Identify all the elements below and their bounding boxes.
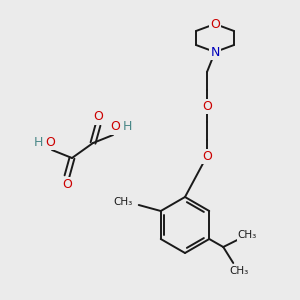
Text: CH₃: CH₃ — [113, 197, 133, 207]
Text: O: O — [202, 100, 212, 112]
Text: O: O — [210, 17, 220, 31]
Text: CH₃: CH₃ — [230, 266, 249, 276]
Text: H: H — [33, 136, 43, 148]
Text: O: O — [45, 136, 55, 148]
Text: CH₃: CH₃ — [238, 230, 257, 240]
Text: H: H — [122, 121, 132, 134]
Text: O: O — [202, 149, 212, 163]
Text: O: O — [62, 178, 72, 190]
Text: O: O — [93, 110, 103, 124]
Text: O: O — [110, 121, 120, 134]
Text: N: N — [210, 46, 220, 59]
